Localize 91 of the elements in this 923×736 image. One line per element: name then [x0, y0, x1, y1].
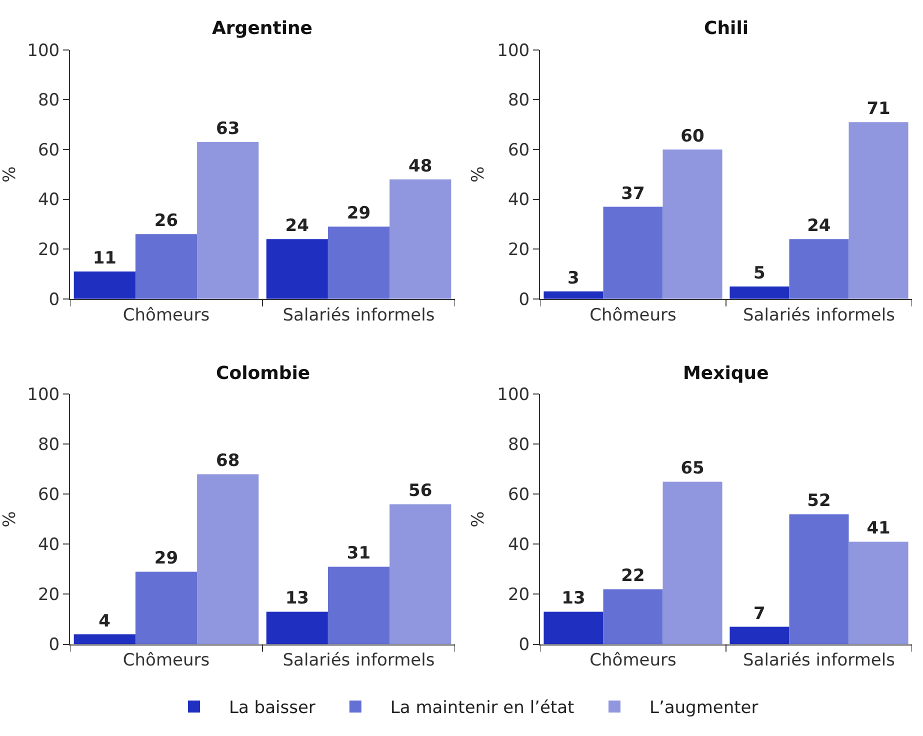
- y-tick-label: 60: [508, 140, 530, 160]
- chart-title: Mexique: [683, 363, 769, 384]
- data-label: 13: [562, 588, 586, 609]
- data-label: 60: [680, 126, 704, 146]
- x-tick-label: Salariés informels: [282, 305, 435, 326]
- bar: [390, 179, 452, 299]
- data-label: 68: [216, 451, 240, 472]
- data-label: 22: [621, 566, 645, 586]
- y-tick-label: 0: [48, 290, 60, 310]
- y-axis-title: %: [0, 166, 20, 182]
- data-label: 3: [568, 268, 580, 288]
- bar: [135, 572, 198, 644]
- y-tick-label: 80: [508, 90, 530, 111]
- data-label: 63: [216, 119, 240, 140]
- bar: [74, 272, 136, 299]
- bar: [848, 542, 908, 644]
- data-label: 48: [408, 156, 432, 176]
- legend-label: La baisser: [229, 698, 316, 718]
- bar: [848, 122, 908, 299]
- chart-title: Chili: [704, 18, 749, 39]
- y-tick-label: 20: [508, 240, 530, 260]
- data-label: 31: [346, 544, 371, 564]
- y-tick-label: 60: [38, 485, 60, 506]
- bar: [197, 142, 259, 299]
- y-tick-label: 100: [497, 385, 530, 406]
- x-tick-label: Salariés informels: [743, 650, 896, 671]
- y-axis-title: %: [468, 511, 489, 528]
- y-axis-title: %: [0, 511, 20, 528]
- y-tick-label: 40: [508, 190, 530, 210]
- data-label: 4: [98, 611, 111, 632]
- chart-title: Argentine: [212, 18, 313, 39]
- bar: [390, 504, 452, 644]
- y-tick-label: 100: [27, 40, 60, 61]
- data-label: 24: [285, 216, 310, 236]
- y-tick-label: 100: [497, 40, 530, 61]
- data-label: 71: [866, 99, 890, 120]
- bar: [730, 286, 790, 299]
- x-tick-label: Salariés informels: [282, 650, 435, 671]
- bar: [328, 566, 390, 644]
- y-tick-label: 40: [38, 535, 60, 556]
- x-tick-label: Chômeurs: [122, 305, 210, 326]
- data-label: 26: [154, 211, 178, 232]
- bar: [603, 589, 663, 644]
- data-label: 41: [866, 518, 890, 539]
- bar: [789, 514, 849, 644]
- y-tick-label: 20: [38, 585, 60, 606]
- y-tick-label: 60: [508, 485, 530, 506]
- legend-label: La maintenir en l’état: [390, 698, 574, 718]
- bar: [544, 612, 604, 644]
- x-tick-label: Chômeurs: [590, 650, 676, 671]
- y-tick-label: 0: [48, 635, 60, 656]
- bar: [135, 234, 198, 299]
- y-tick-label: 100: [27, 385, 60, 406]
- chart-title: Colombie: [216, 363, 310, 384]
- bar: [662, 149, 722, 299]
- data-label: 56: [408, 481, 432, 502]
- bar: [74, 634, 136, 644]
- legend-label: L’augmenter: [649, 698, 758, 718]
- y-tick-label: 0: [518, 290, 530, 310]
- bar: [662, 482, 722, 644]
- bar: [544, 291, 604, 299]
- y-tick-label: 20: [508, 585, 530, 606]
- data-label: 29: [154, 548, 178, 569]
- y-tick-label: 60: [38, 140, 60, 160]
- y-tick-label: 80: [38, 435, 60, 456]
- y-tick-label: 80: [38, 90, 60, 111]
- bar: [266, 612, 328, 644]
- bar: [603, 206, 663, 299]
- y-tick-label: 40: [38, 190, 60, 210]
- data-label: 52: [807, 491, 831, 512]
- y-tick-label: 80: [508, 435, 530, 456]
- bar: [266, 239, 328, 299]
- x-tick-label: Chômeurs: [122, 650, 210, 671]
- x-tick-label: Chômeurs: [590, 305, 676, 326]
- bar: [197, 474, 259, 644]
- data-label: 11: [92, 248, 116, 269]
- data-label: 24: [807, 216, 831, 236]
- x-tick-label: Salariés informels: [743, 305, 896, 326]
- data-label: 65: [680, 458, 704, 479]
- data-label: 5: [754, 263, 766, 284]
- y-tick-label: 20: [38, 240, 60, 260]
- data-label: 7: [754, 604, 766, 624]
- bar: [730, 626, 790, 644]
- data-label: 37: [621, 184, 645, 204]
- y-axis-title: %: [468, 166, 489, 182]
- bar: [789, 239, 849, 299]
- y-tick-label: 0: [518, 635, 530, 656]
- y-tick-label: 40: [508, 535, 530, 556]
- data-label: 13: [285, 588, 309, 609]
- data-label: 29: [346, 204, 371, 224]
- bar: [328, 226, 390, 299]
